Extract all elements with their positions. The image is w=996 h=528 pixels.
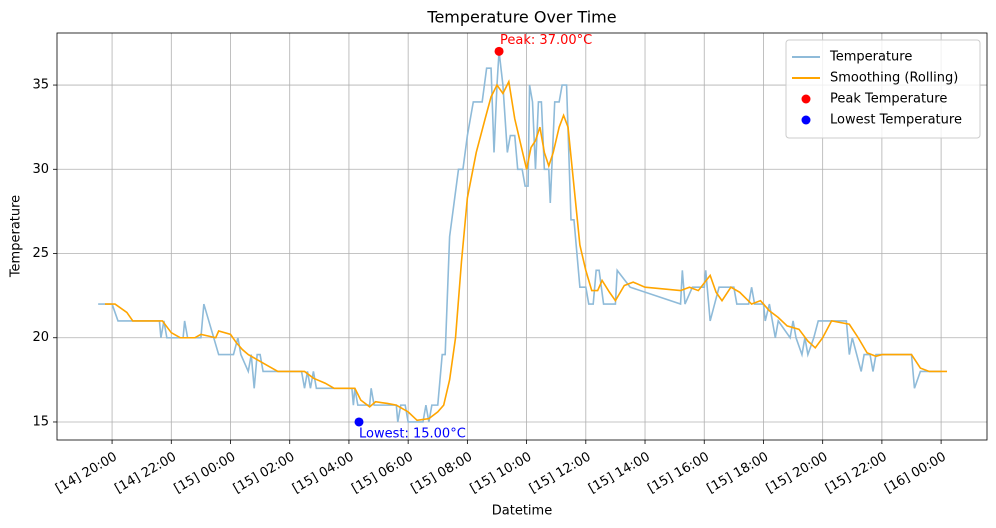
point	[354, 417, 364, 427]
x-tick-label: [15] 00:00	[172, 450, 239, 497]
y-axis-label: Temperature	[9, 195, 24, 278]
legend-label: Temperature	[829, 50, 912, 65]
legend-label: Peak Temperature	[830, 92, 947, 107]
y-tick-label: 20	[32, 330, 49, 345]
legend-marker	[801, 115, 811, 125]
x-tick-label: [16] 00:00	[882, 450, 949, 497]
y-tick-label: 15	[32, 414, 49, 429]
x-tick-label: [15] 12:00	[527, 450, 594, 497]
y-tick-label: 25	[32, 246, 49, 261]
x-tick-label: [15] 14:00	[586, 450, 653, 497]
annotation: Peak: 37.00°C	[500, 33, 592, 48]
point	[494, 46, 504, 56]
x-tick-label: [15] 04:00	[290, 450, 357, 497]
x-tick-label: [15] 08:00	[408, 450, 475, 497]
x-tick-label: [15] 18:00	[705, 450, 772, 497]
legend-marker	[801, 94, 811, 104]
x-tick-label: [15] 16:00	[645, 450, 712, 497]
x-axis-label: Datetime	[492, 504, 552, 519]
legend-label: Lowest Temperature	[830, 113, 962, 128]
chart-title: Temperature Over Time	[426, 8, 616, 27]
x-tick-label: [15] 10:00	[468, 450, 535, 497]
y-tick-label: 35	[32, 78, 49, 93]
series-line	[104, 79, 948, 422]
y-tick-label: 30	[32, 162, 49, 177]
x-tick-label: [14] 22:00	[112, 450, 179, 497]
legend-label: Smoothing (Rolling)	[830, 71, 958, 86]
x-tick-label: [15] 22:00	[823, 450, 890, 497]
plot-frame	[56, 32, 988, 441]
annotation: Lowest: 15.00°C	[359, 426, 466, 441]
legend-box	[785, 39, 981, 139]
x-tick-label: [14] 20:00	[53, 450, 120, 497]
x-tick-label: [15] 02:00	[231, 450, 298, 497]
x-tick-label: [15] 06:00	[349, 450, 416, 497]
x-tick-label: [15] 20:00	[764, 450, 831, 497]
